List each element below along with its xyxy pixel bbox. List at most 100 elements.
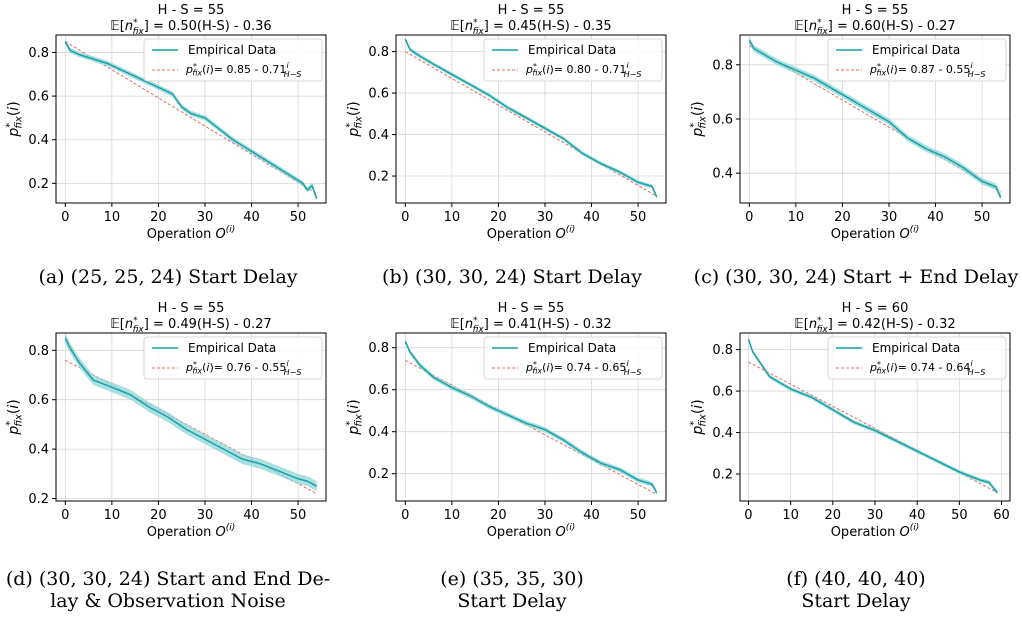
- legend-empirical-label: Empirical Data: [188, 43, 276, 57]
- empirical-line: [748, 40, 1002, 198]
- empirical-line: [64, 337, 318, 487]
- x-tick-label: 20: [825, 508, 842, 523]
- x-tick-label: 30: [881, 210, 898, 225]
- y-tick-label: 0.2: [28, 492, 49, 507]
- x-axis-label: Operation O(i): [487, 225, 576, 242]
- x-tick-label: 50: [630, 210, 647, 225]
- x-tick-label: 40: [583, 210, 600, 225]
- x-tick-label: 30: [537, 508, 554, 523]
- x-tick-label: 20: [490, 210, 507, 225]
- x-tick-label: 0: [744, 508, 752, 523]
- x-tick-label: 30: [537, 210, 554, 225]
- caption-line: (e) (35, 35, 30): [440, 568, 584, 590]
- x-tick-label: 40: [243, 210, 260, 225]
- legend-fit-label: p* fix(i)= 0.74 - 0.65i H−S: [525, 359, 641, 377]
- x-tick-label: 0: [401, 210, 409, 225]
- caption-line: (b) (30, 30, 24) Start Delay: [382, 266, 642, 288]
- x-tick-label: 0: [61, 508, 69, 523]
- x-axis-label: Operation O(i): [487, 523, 576, 540]
- chart-subtitle: 𝔼[n* fix] = 0.41(H-S) - 0.32: [450, 316, 611, 335]
- legend-box: [827, 38, 1007, 82]
- x-tick-label: 50: [974, 210, 991, 225]
- x-tick-label: 60: [993, 508, 1010, 523]
- x-tick-label: 20: [834, 210, 851, 225]
- chart-subtitle: 𝔼[n* fix] = 0.49(H-S) - 0.27: [110, 316, 271, 335]
- x-tick-label: 10: [444, 508, 461, 523]
- legend-box: [143, 336, 323, 380]
- legend-empirical-label: Empirical Data: [872, 341, 960, 355]
- x-tick-label: 10: [444, 210, 461, 225]
- panel-caption: (d) (30, 30, 24) Start and End De-lay & …: [0, 568, 338, 612]
- x-tick-label: 10: [104, 210, 121, 225]
- chart-title: H - S = 55: [158, 301, 225, 316]
- y-tick-label: 0.2: [28, 177, 49, 192]
- x-axis-label: Operation O(i): [147, 225, 236, 242]
- x-tick-label: 30: [197, 210, 214, 225]
- x-tick-label: 10: [782, 508, 799, 523]
- y-tick-label: 0.2: [368, 467, 389, 482]
- panel-caption: (b) (30, 30, 24) Start Delay: [342, 266, 682, 288]
- x-tick-label: 0: [745, 210, 753, 225]
- chart-subtitle: 𝔼[n* fix] = 0.42(H-S) - 0.32: [794, 316, 955, 335]
- empirical-line: [64, 41, 318, 199]
- y-axis-label: p*fix(i): [689, 399, 709, 435]
- chart-title: H - S = 55: [498, 3, 565, 18]
- y-tick-label: 0.4: [712, 167, 733, 182]
- y-axis-label: p*fix(i): [689, 101, 709, 137]
- caption-line: (a) (25, 25, 24) Start Delay: [38, 266, 298, 288]
- x-tick-label: 30: [867, 508, 884, 523]
- caption-line: Start Delay: [457, 590, 567, 612]
- legend-fit-label: p* fix(i)= 0.76 - 0.55i H−S: [185, 359, 301, 377]
- legend-empirical-label: Empirical Data: [528, 43, 616, 57]
- legend-fit-label: p* fix(i)= 0.85 - 0.71i H−S: [185, 61, 301, 79]
- y-axis-label: p*fix(i): [5, 101, 25, 137]
- empirical-band: [405, 37, 657, 199]
- y-tick-label: 0.2: [712, 468, 733, 483]
- chart-title: H - S = 60: [842, 301, 909, 316]
- y-tick-label: 0.4: [368, 425, 389, 440]
- legend-fit-label: p* fix(i)= 0.87 - 0.55i H−S: [869, 61, 985, 79]
- fit-line: [405, 51, 657, 197]
- x-tick-label: 50: [951, 508, 968, 523]
- caption-line: lay & Observation Noise: [50, 590, 286, 612]
- chart-panel-1: H - S = 55𝔼[n* fix] = 0.50(H-S) - 0.36 0 10…: [5, 3, 327, 242]
- y-tick-label: 0.8: [28, 46, 49, 61]
- y-tick-label: 0.6: [28, 393, 49, 408]
- empirical-line: [404, 341, 658, 493]
- x-axis-label: Operation O(i): [147, 523, 236, 540]
- chart-panel-3: H - S = 55𝔼[n* fix] = 0.60(H-S) - 0.27 0 10…: [689, 3, 1011, 242]
- y-tick-label: 0.6: [368, 87, 389, 102]
- chart-subtitle: 𝔼[n* fix] = 0.45(H-S) - 0.35: [450, 18, 611, 37]
- y-axis-label: p*fix(i): [345, 101, 365, 137]
- legend-empirical-label: Empirical Data: [188, 341, 276, 355]
- legend-box: [483, 38, 663, 82]
- chart-title: H - S = 55: [498, 301, 565, 316]
- y-axis-label: p*fix(i): [5, 399, 25, 435]
- x-tick-label: 20: [150, 508, 167, 523]
- y-tick-label: 0.4: [28, 133, 49, 148]
- x-tick-label: 20: [150, 210, 167, 225]
- x-axis-label: Operation O(i): [831, 225, 920, 242]
- x-tick-label: 50: [290, 508, 307, 523]
- legend-empirical-label: Empirical Data: [872, 43, 960, 57]
- x-tick-label: 30: [197, 508, 214, 523]
- plot-frame: [55, 332, 327, 502]
- y-tick-label: 0.8: [28, 344, 49, 359]
- empirical-band: [65, 333, 317, 492]
- y-tick-label: 0.6: [712, 113, 733, 128]
- x-tick-label: 40: [909, 508, 926, 523]
- x-axis-label: Operation O(i): [831, 523, 920, 540]
- legend-box: [827, 336, 1007, 380]
- y-tick-label: 0.2: [368, 170, 389, 185]
- caption-line: (c) (30, 30, 24) Start + End Delay: [693, 266, 1019, 288]
- y-tick-label: 0.6: [368, 383, 389, 398]
- y-tick-label: 0.4: [712, 426, 733, 441]
- chart-title: H - S = 55: [842, 3, 909, 18]
- y-axis-label: p*fix(i): [345, 399, 365, 435]
- panel-caption: (f) (40, 40, 40) Start Delay: [686, 568, 1022, 612]
- x-tick-label: 50: [290, 210, 307, 225]
- y-tick-label: 0.8: [368, 45, 389, 60]
- panel-caption: (e) (35, 35, 30) Start Delay: [342, 568, 682, 612]
